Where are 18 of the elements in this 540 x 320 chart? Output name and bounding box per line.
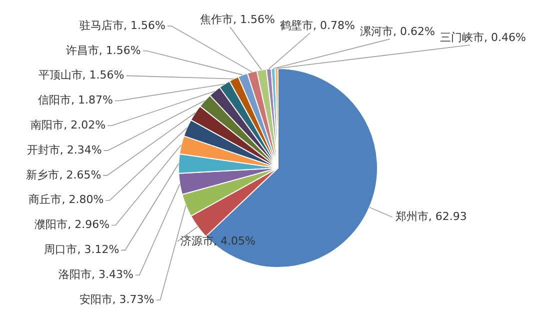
slice-label: 驻马店市, 1.56% — [79, 18, 166, 32]
slice-label: 济源市, 4.05% — [180, 234, 256, 248]
slice-label: 周口市, 3.12% — [44, 243, 120, 256]
slice-label: 三门峡市, 0.46% — [440, 30, 526, 44]
slice-label: 信阳市, 1.87% — [38, 94, 113, 107]
slice-label: 南阳市, 2.02% — [30, 118, 106, 132]
slice-label: 新乡市, 2.65% — [26, 168, 102, 182]
slice-label: 平顶山市, 1.56% — [38, 68, 124, 82]
slice-label: 开封市, 2.34% — [26, 143, 102, 156]
slice-label: 许昌市, 1.56% — [66, 44, 141, 57]
slice-label: 洛阳市, 3.43% — [58, 268, 134, 281]
slice-label: 安阳市, 3.73% — [79, 292, 154, 306]
slice-label: 商丘市, 2.80% — [28, 193, 104, 206]
slice-label: 漯河市, 0.62% — [360, 24, 435, 38]
slice-label: 濮阳市, 2.96% — [34, 218, 110, 232]
slice-label: 鹤壁市, 0.78% — [280, 18, 355, 32]
slice-label: 焦作市, 1.56% — [200, 12, 275, 26]
slice-label: 郑州市, 62.93 — [395, 210, 467, 224]
